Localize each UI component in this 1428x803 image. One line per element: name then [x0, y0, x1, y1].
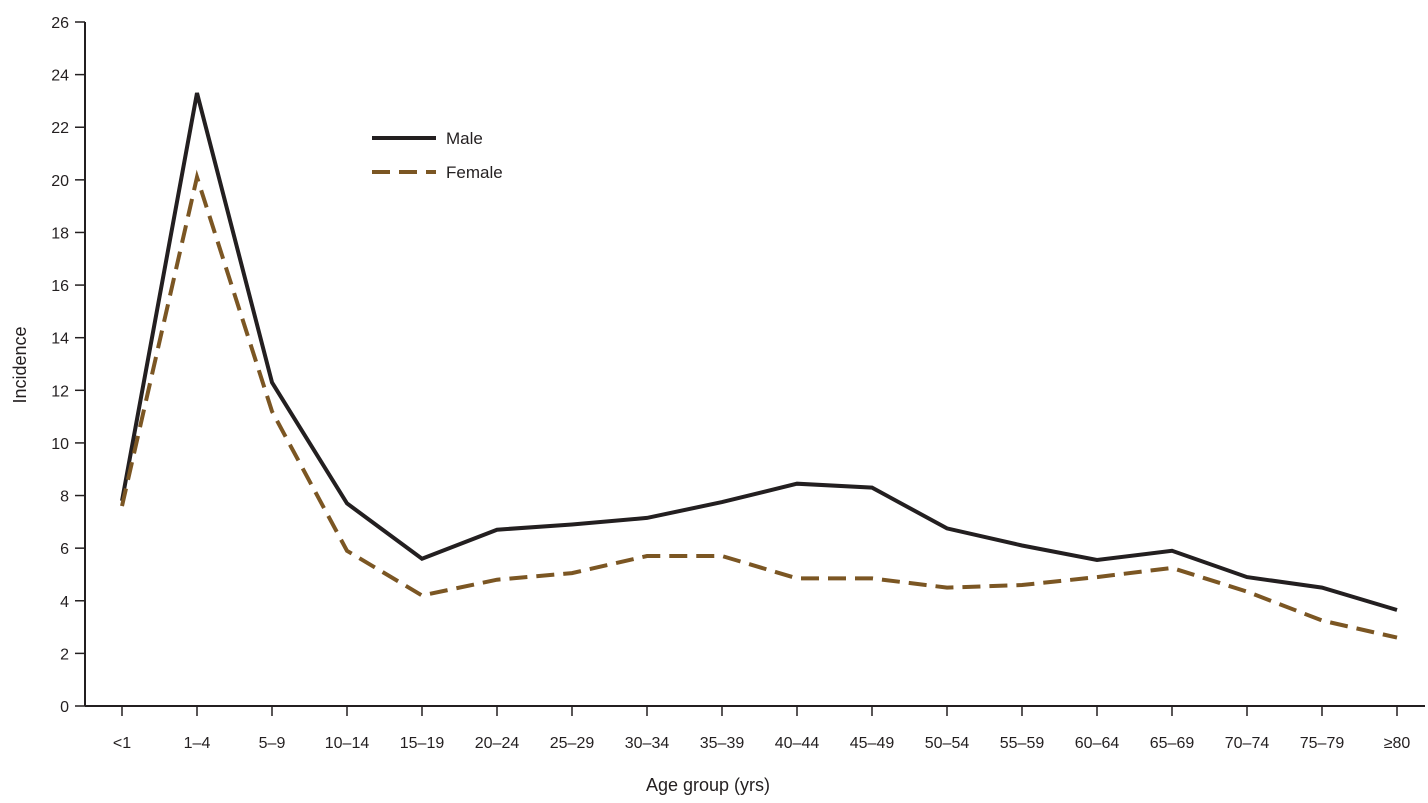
series-line-female [120, 169, 1398, 640]
x-tick-label: 10–14 [325, 735, 370, 752]
legend-label-female: Female [446, 163, 503, 182]
y-tick-label: 10 [51, 436, 69, 453]
y-tick-label: 22 [51, 120, 69, 137]
series-layer [120, 92, 1398, 640]
x-tick-label: 55–59 [1000, 735, 1045, 752]
x-tick-label: 1–4 [184, 735, 211, 752]
y-tick-label: 14 [51, 331, 69, 348]
x-tick-label: 75–79 [1300, 735, 1345, 752]
y-axis-title: Incidence [10, 326, 30, 403]
legend-label-male: Male [446, 129, 483, 148]
x-tick-label: 25–29 [550, 735, 595, 752]
y-tick-label: 4 [60, 594, 69, 611]
x-tick-label: 60–64 [1075, 735, 1120, 752]
x-tick-label: 35–39 [700, 735, 745, 752]
y-tick-label: 12 [51, 383, 69, 400]
y-tick-label: 24 [51, 68, 69, 85]
x-axis-title: Age group (yrs) [646, 775, 770, 795]
x-tick-label: 30–34 [625, 735, 670, 752]
x-tick-label: 5–9 [259, 735, 286, 752]
y-tick-label: 16 [51, 278, 69, 295]
y-tick-label: 8 [60, 489, 69, 506]
y-tick-label: 2 [60, 646, 69, 663]
y-tick-label: 20 [51, 173, 69, 190]
x-tick-label: 50–54 [925, 735, 970, 752]
x-tick-label: 45–49 [850, 735, 895, 752]
y-tick-label: 26 [51, 15, 69, 32]
legend: Male Female [372, 129, 503, 182]
x-tick-label: 70–74 [1225, 735, 1270, 752]
y-tick-label: 18 [51, 225, 69, 242]
y-tick-label: 6 [60, 541, 69, 558]
y-tick-label: 0 [60, 699, 69, 716]
x-tick-label: 40–44 [775, 735, 820, 752]
x-tick-label: 15–19 [400, 735, 445, 752]
x-tick-label: 20–24 [475, 735, 520, 752]
x-tick-label: <1 [113, 735, 131, 752]
x-tick-label: ≥80 [1384, 735, 1411, 752]
x-tick-label: 65–69 [1150, 735, 1195, 752]
series-line-male [120, 92, 1398, 612]
